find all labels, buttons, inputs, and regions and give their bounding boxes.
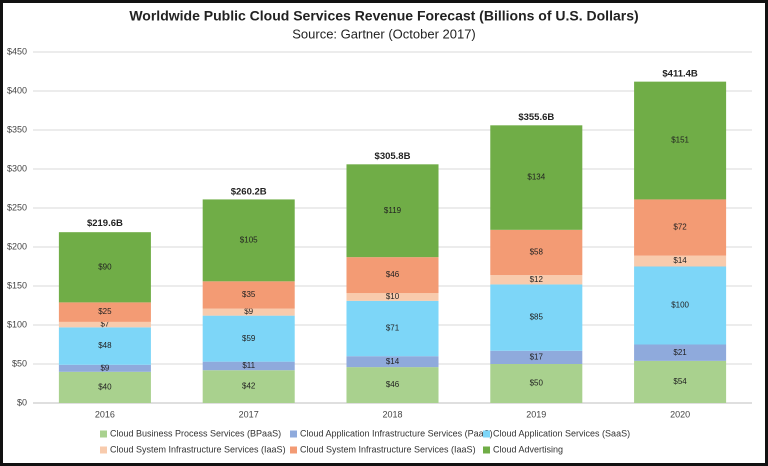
segment-label: $59 (242, 334, 256, 343)
total-label: $219.6B (87, 218, 123, 229)
bar-segment (202, 370, 295, 403)
bar-segment (346, 367, 439, 403)
bar-segment (202, 281, 295, 309)
legend-swatch (483, 446, 490, 454)
bar-segment (58, 371, 151, 403)
bar-segment (346, 257, 439, 294)
segment-label: $9 (244, 307, 253, 316)
segment-label: $71 (386, 324, 400, 333)
segment-label: $35 (242, 290, 256, 299)
bar-segment (346, 300, 439, 357)
y-tick-label: $150 (7, 280, 27, 290)
segment-label: $9 (100, 363, 109, 372)
segment-label: $46 (386, 380, 400, 389)
y-tick-label: $50 (12, 358, 27, 368)
bar-segment (346, 293, 439, 301)
y-tick-label: $400 (7, 85, 27, 95)
bar-segment (58, 327, 151, 365)
bar-segment (490, 350, 583, 364)
legend-swatch (483, 430, 490, 438)
bar-segment (346, 356, 439, 368)
bar-segment (490, 229, 583, 276)
segment-label: $11 (242, 361, 255, 370)
chart-title: Worldwide Public Cloud Services Revenue … (129, 8, 638, 24)
bar-segment (202, 361, 295, 371)
segment-label: $105 (240, 235, 258, 244)
bar-segment (202, 315, 295, 362)
segment-label: $42 (242, 382, 256, 391)
bar-segment (58, 232, 151, 303)
legend-label: Cloud Advertising (493, 444, 563, 454)
segment-label: $25 (98, 307, 112, 316)
bar-segment (202, 308, 295, 316)
bar-segment (634, 344, 727, 361)
y-tick-label: $350 (7, 124, 27, 134)
bar-segment (490, 284, 583, 351)
y-tick-label: $250 (7, 202, 27, 212)
legend-label: Cloud System Infrastructure Services (Ia… (300, 444, 476, 454)
x-tick-label: 2016 (95, 409, 115, 419)
segment-label: $14 (386, 357, 400, 366)
bar-segment (58, 302, 151, 322)
total-label: $411.4B (662, 69, 698, 80)
legend-label: Cloud Application Infrastructure Service… (300, 428, 493, 438)
legend-swatch (290, 446, 297, 454)
segment-label: $50 (530, 379, 544, 388)
bar-segment (490, 125, 583, 230)
segment-label: $85 (530, 313, 544, 322)
legend-label: Cloud Application Services (SaaS) (493, 428, 630, 438)
bar-segment (634, 266, 727, 345)
x-tick-label: 2017 (239, 409, 259, 419)
bar-segment (202, 199, 295, 282)
segment-label: $90 (98, 262, 112, 271)
y-tick-label: $100 (7, 319, 27, 329)
total-label: $305.8B (375, 151, 411, 162)
segment-label: $14 (673, 256, 687, 265)
x-tick-label: 2019 (526, 409, 546, 419)
y-tick-label: $200 (7, 241, 27, 251)
segment-label: $40 (98, 383, 112, 392)
segment-label: $119 (384, 206, 402, 215)
total-label: $260.2B (231, 187, 267, 198)
x-tick-label: 2018 (382, 409, 402, 419)
legend-label: Cloud System Infrastructure Services (Ia… (110, 444, 286, 454)
segment-label: $134 (527, 173, 545, 182)
bar-segment (490, 275, 583, 285)
bar-segment (346, 164, 439, 258)
segment-label: $7 (100, 320, 109, 329)
legend-label: Cloud Business Process Services (BPaaS) (110, 428, 281, 438)
segment-label: $48 (98, 341, 112, 350)
segment-label: $100 (671, 301, 689, 310)
segment-label: $151 (671, 136, 689, 145)
legend-swatch (290, 430, 297, 438)
segment-label: $21 (673, 348, 687, 357)
bar-segment (634, 255, 727, 267)
bar-segment (58, 321, 151, 328)
chart-subtitle: Source: Gartner (October 2017) (292, 26, 476, 41)
bar-segment (490, 364, 583, 403)
bar-segment (634, 360, 727, 403)
segment-label: $10 (386, 292, 400, 301)
segment-label: $12 (530, 275, 544, 284)
legend-swatch (100, 446, 107, 454)
total-label: $355.6B (518, 112, 554, 123)
y-tick-label: $300 (7, 163, 27, 173)
y-tick-label: $450 (7, 46, 27, 56)
segment-label: $46 (386, 270, 400, 279)
bar-segment (58, 364, 151, 372)
bar-segment (634, 199, 727, 256)
legend-swatch (100, 430, 107, 438)
segment-label: $72 (673, 223, 687, 232)
y-tick-label: $0 (17, 397, 27, 407)
x-tick-label: 2020 (670, 409, 690, 419)
segment-label: $54 (673, 377, 687, 386)
segment-label: $17 (530, 352, 544, 361)
bar-segment (634, 81, 727, 200)
segment-label: $58 (530, 248, 544, 257)
